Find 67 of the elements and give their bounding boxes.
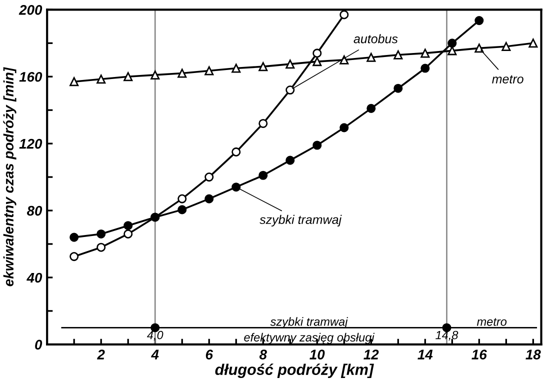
point — [474, 16, 484, 26]
point — [258, 118, 268, 128]
legend-label: metro — [492, 75, 524, 84]
point — [340, 10, 349, 20]
y-tick-label: 0 — [35, 340, 42, 350]
point — [150, 70, 160, 80]
point — [70, 252, 79, 262]
point — [394, 50, 403, 60]
annotation: efektywny zasięg obsługi — [244, 332, 375, 344]
y-tick-label: 160 — [19, 72, 42, 82]
point — [96, 242, 106, 252]
point — [312, 140, 322, 150]
point — [420, 64, 430, 73]
point — [232, 64, 241, 73]
point — [366, 104, 376, 113]
legend-label: szybki tramwaj — [260, 214, 342, 227]
annotation: 4,0 — [146, 330, 164, 341]
point — [286, 60, 295, 69]
point — [178, 68, 187, 78]
point — [286, 86, 295, 95]
x-tick-label: 14 — [418, 350, 433, 360]
annotation: 14,8 — [436, 330, 458, 341]
y-tick-label: 80 — [26, 206, 42, 216]
x-tick-label: 4 — [151, 350, 159, 360]
x-tick-label: 8 — [259, 350, 267, 360]
point — [232, 147, 241, 156]
point — [448, 38, 457, 48]
point — [502, 42, 511, 52]
x-tick-label: 16 — [472, 350, 487, 360]
x-tick-label: 18 — [526, 350, 541, 360]
point — [312, 57, 322, 66]
point — [474, 44, 484, 53]
point — [96, 74, 106, 84]
point — [96, 229, 106, 238]
point — [286, 156, 295, 165]
y-tick-label: 120 — [19, 138, 42, 149]
point — [232, 182, 241, 192]
point — [528, 38, 538, 48]
x-tick-label: 12 — [364, 350, 379, 360]
point — [178, 194, 187, 204]
series-label: autobus — [354, 34, 398, 44]
x-tick-label: 2 — [97, 350, 105, 360]
point — [258, 62, 268, 72]
annotation: metro — [476, 318, 507, 326]
x-tick-label: 6 — [206, 350, 214, 360]
point — [204, 194, 214, 204]
point — [340, 55, 349, 64]
point — [204, 66, 214, 76]
x-tick-label: 10 — [310, 350, 325, 360]
point — [366, 52, 376, 62]
point — [258, 170, 268, 180]
point — [70, 232, 79, 242]
point — [312, 48, 322, 58]
point — [204, 172, 214, 182]
y-tick-label: 40 — [26, 272, 42, 283]
x-axis-title: długość podróży [km] — [215, 364, 374, 378]
y-axis-title: ekwiwalentny czas podróży [min] — [3, 67, 16, 286]
annotation: szybki tramwaj — [270, 317, 348, 328]
point — [178, 205, 187, 214]
point — [124, 72, 133, 82]
point — [124, 229, 133, 238]
point — [124, 221, 133, 230]
y-tick-label: 200 — [18, 5, 42, 15]
point — [340, 123, 349, 132]
point — [420, 48, 430, 58]
point — [70, 77, 79, 86]
point — [394, 84, 403, 93]
